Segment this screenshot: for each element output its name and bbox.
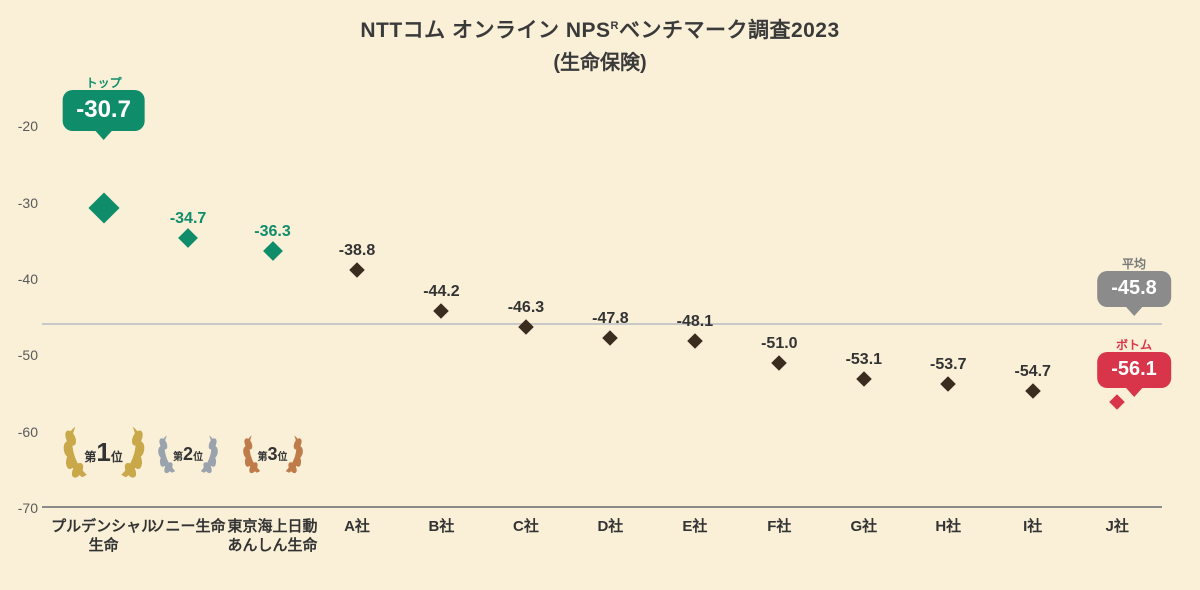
y-tick-label: -30 <box>2 195 38 211</box>
x-category-label: H社 <box>935 508 961 537</box>
value-label: -38.8 <box>339 242 375 260</box>
value-label: -34.7 <box>170 210 206 228</box>
rank-badge-text: 第3位 <box>258 444 288 465</box>
x-category-label: ソニー生命 <box>151 508 226 537</box>
data-marker <box>518 319 534 335</box>
x-category-label: F社 <box>767 508 791 537</box>
data-marker <box>603 331 619 347</box>
rank-badge-text: 第1位 <box>84 437 123 468</box>
data-marker <box>1025 383 1041 399</box>
title-line-2: (生命保険) <box>0 46 1200 75</box>
data-marker <box>434 303 450 319</box>
value-label: -44.2 <box>423 283 459 301</box>
y-tick-label: -60 <box>2 424 38 440</box>
rank-badge: 第2位 <box>155 432 221 478</box>
data-marker <box>349 262 365 278</box>
bottom-pill-caption: ボトム <box>1116 336 1152 353</box>
x-category-label: A社 <box>344 508 370 537</box>
data-marker <box>263 241 283 261</box>
top-pill: -30.7 <box>62 90 145 131</box>
value-label: -48.1 <box>677 313 713 331</box>
x-category-label: I社 <box>1023 508 1042 537</box>
value-label: -54.7 <box>1014 363 1050 381</box>
data-marker <box>772 355 788 371</box>
x-category-label: G社 <box>850 508 877 537</box>
y-tick-label: -40 <box>2 271 38 287</box>
rank-badge: 第3位 <box>239 432 305 478</box>
value-label: -53.7 <box>930 356 966 374</box>
top-pill-caption: トップ <box>86 74 122 91</box>
x-category-label: J社 <box>1106 508 1129 537</box>
y-tick-label: -70 <box>2 500 38 516</box>
data-marker <box>178 229 198 249</box>
rank-badge: 第1位 <box>59 422 149 484</box>
avg-pill: -45.8 <box>1097 271 1171 307</box>
x-category-label: D社 <box>597 508 623 537</box>
data-marker <box>687 333 703 349</box>
x-category-label: 東京海上日動あんしん生命 <box>228 508 318 556</box>
data-marker <box>856 371 872 387</box>
x-category-label: プルデンシャル生命 <box>51 508 156 556</box>
x-category-label: B社 <box>429 508 455 537</box>
x-category-label: E社 <box>682 508 707 537</box>
title-pre: NTTコム オンライン NPS <box>360 19 610 42</box>
rank-badge-text: 第2位 <box>173 444 203 465</box>
title-line-1: NTTコム オンライン NPSRベンチマーク調査2023 <box>0 14 1200 44</box>
x-category-label: C社 <box>513 508 539 537</box>
value-label: -53.1 <box>846 351 882 369</box>
data-marker <box>88 192 119 223</box>
value-label: -46.3 <box>508 299 544 317</box>
y-tick-label: -20 <box>2 118 38 134</box>
value-label: -47.8 <box>592 310 628 328</box>
title-post: ベンチマーク調査2023 <box>619 19 840 42</box>
value-label: -51.0 <box>761 335 797 353</box>
title-sup: R <box>611 20 619 32</box>
data-marker <box>940 376 956 392</box>
chart-title: NTTコム オンライン NPSRベンチマーク調査2023 (生命保険) <box>0 0 1200 75</box>
bottom-pill: -56.1 <box>1097 352 1171 388</box>
value-label: -36.3 <box>254 223 290 241</box>
chart-plot-area: -20-30-40-50-60-70プルデンシャル生命-34.7ソニー生命-36… <box>42 88 1162 508</box>
y-tick-label: -50 <box>2 347 38 363</box>
data-marker <box>1109 394 1125 410</box>
avg-pill-caption: 平均 <box>1122 255 1146 272</box>
